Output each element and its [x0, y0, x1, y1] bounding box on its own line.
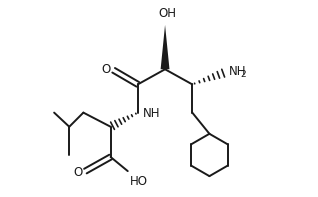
- Text: 2: 2: [240, 70, 246, 79]
- Text: HO: HO: [130, 175, 148, 188]
- Text: O: O: [101, 63, 111, 76]
- Polygon shape: [161, 25, 169, 69]
- Text: OH: OH: [158, 7, 176, 20]
- Text: NH: NH: [229, 65, 246, 78]
- Text: NH: NH: [143, 107, 160, 120]
- Text: O: O: [73, 166, 82, 179]
